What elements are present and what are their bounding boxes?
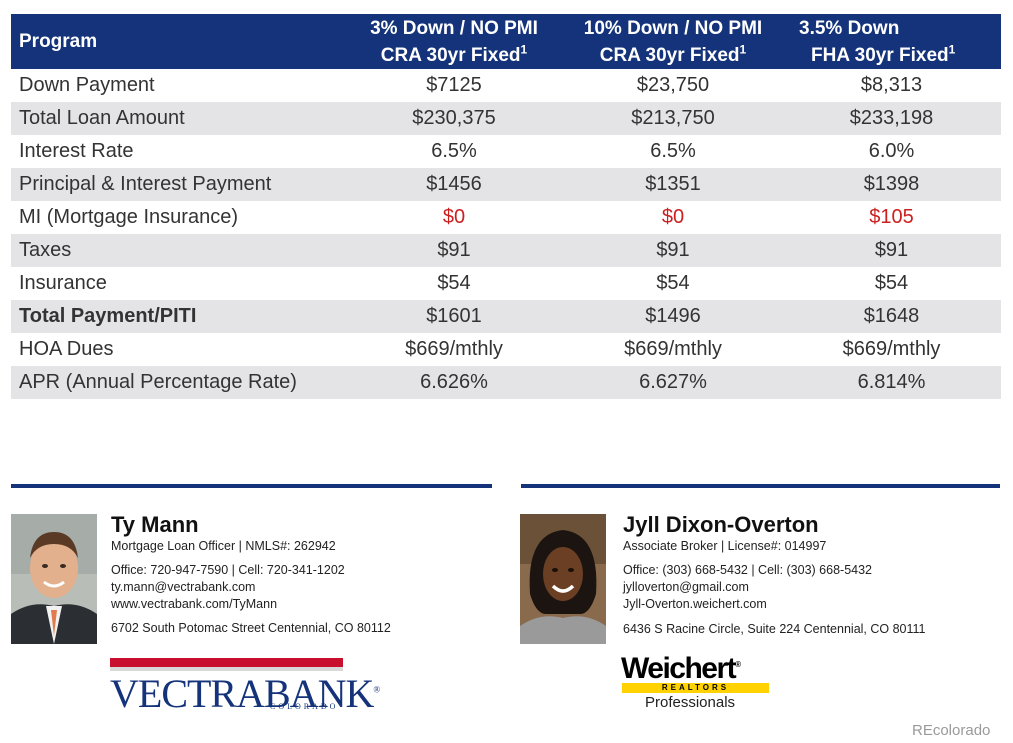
- cell-value: $0: [661, 206, 685, 228]
- weichert-logo-wordmark: Weichert®: [621, 652, 741, 685]
- cell-value: $91: [874, 239, 909, 261]
- cell-value: $91: [656, 239, 690, 261]
- table-row-apr: APR (Annual Percentage Rate) 6.626% 6.62…: [11, 366, 1001, 399]
- weichert-logo-professionals: Professionals: [645, 694, 736, 711]
- row-label: Interest Rate: [19, 140, 134, 162]
- cell-value: 6.626%: [420, 371, 488, 393]
- divider-left: [11, 484, 492, 488]
- cell-value: $1648: [863, 305, 920, 327]
- loan-officer-address: 6702 South Potomac Street Centennial, CO…: [111, 621, 391, 635]
- row-label: Total Payment/PITI: [19, 305, 197, 327]
- cell-value: $1496: [645, 305, 701, 327]
- cell-value: $669/mthly: [842, 338, 941, 360]
- table-row-mortgage-insurance: MI (Mortgage Insurance) $0 $0 $105: [11, 201, 1001, 234]
- table-row-total-loan-amount: Total Loan Amount $230,375 $213,750 $233…: [11, 102, 1001, 135]
- loan-officer-title: Mortgage Loan Officer | NMLS#: 262942: [111, 539, 336, 553]
- table-row-hoa-dues: HOA Dues $669/mthly $669/mthly $669/mthl…: [11, 333, 1001, 366]
- column-header-3pct: 3% Down / NO PMI CRA 30yr Fixed1: [370, 17, 538, 66]
- cell-value: 6.627%: [639, 371, 707, 393]
- broker-name: Jyll Dixon-Overton: [623, 512, 819, 537]
- vectra-bank-logo: VECTRABANK® COLORADO: [110, 658, 380, 716]
- weichert-logo-realtors-band: REALTORS: [622, 683, 769, 693]
- table-row-down-payment: Down Payment $7125 $23,750 $8,313: [11, 69, 1001, 102]
- row-label: Principal & Interest Payment: [19, 173, 272, 195]
- cell-value: $669/mthly: [624, 338, 722, 360]
- loan-officer-phones: Office: 720-947-7590 | Cell: 720-341-120…: [111, 563, 345, 577]
- cell-value: 6.5%: [650, 140, 696, 162]
- program-header: Program: [19, 31, 98, 52]
- broker-avatar: [520, 514, 606, 644]
- cell-value: $1398: [863, 173, 920, 195]
- cell-value: $23,750: [636, 74, 710, 96]
- cell-value: $0: [442, 206, 466, 228]
- cell-value: $233,198: [849, 107, 934, 129]
- weichert-logo: Weichert® REALTORS Professionals: [621, 652, 771, 714]
- vectra-logo-subtitle: COLORADO: [270, 702, 339, 711]
- table-row-insurance: Insurance $54 $54 $54: [11, 267, 1001, 300]
- table-header-row: Program 3% Down / NO PMI CRA 30yr Fixed1…: [11, 14, 1001, 69]
- column-header-fha: 3.5% Down FHA 30yr Fixed1: [799, 17, 956, 66]
- cell-value: $105: [869, 206, 914, 228]
- cell-value: $8,313: [860, 74, 923, 96]
- loan-officer-name: Ty Mann: [111, 512, 199, 537]
- row-label: Down Payment: [19, 74, 155, 96]
- row-label: Taxes: [19, 239, 72, 261]
- loan-comparison-table: Program 3% Down / NO PMI CRA 30yr Fixed1…: [11, 14, 1001, 399]
- table-row-interest-rate: Interest Rate 6.5% 6.5% 6.0%: [11, 135, 1001, 168]
- row-label: MI (Mortgage Insurance): [19, 206, 238, 228]
- cell-value: $54: [437, 272, 471, 294]
- divider-right: [521, 484, 1000, 488]
- cell-value: $7125: [426, 74, 482, 96]
- table-row-principal-interest: Principal & Interest Payment $1456 $1351…: [11, 168, 1001, 201]
- loan-officer-photo: [11, 514, 97, 644]
- cell-value: $230,375: [412, 107, 496, 129]
- cell-value: 6.5%: [431, 140, 477, 162]
- cell-value: $91: [437, 239, 471, 261]
- row-label: Total Loan Amount: [19, 107, 185, 129]
- cell-value: $54: [874, 272, 909, 294]
- table-row-total-payment: Total Payment/PITI $1601 $1496 $1648: [11, 300, 1001, 333]
- broker-photo: [520, 514, 606, 644]
- row-label: APR (Annual Percentage Rate): [19, 371, 297, 393]
- column-header-10pct: 10% Down / NO PMI CRA 30yr Fixed1: [583, 17, 763, 66]
- vectra-logo-grey-bar: [110, 667, 343, 671]
- vectra-logo-red-bar: [110, 658, 343, 667]
- cell-value: $1456: [426, 173, 482, 195]
- cell-value: 6.0%: [868, 140, 915, 162]
- cell-value: $1351: [645, 173, 701, 195]
- loan-officer-website[interactable]: www.vectrabank.com/TyMann: [111, 597, 278, 611]
- broker-website[interactable]: Jyll-Overton.weichert.com: [623, 597, 767, 611]
- cell-value: $54: [656, 272, 690, 294]
- cell-value: $1601: [426, 305, 482, 327]
- loan-officer-avatar: [11, 514, 97, 644]
- loan-officer-email[interactable]: ty.mann@vectrabank.com: [111, 580, 256, 594]
- broker-address: 6436 S Racine Circle, Suite 224 Centenni…: [623, 622, 926, 636]
- broker-email[interactable]: jylloverton@gmail.com: [623, 580, 749, 594]
- row-label: HOA Dues: [19, 338, 114, 360]
- cell-value: $213,750: [631, 107, 715, 129]
- recolorado-watermark: REcolorado: [912, 722, 991, 739]
- broker-phones: Office: (303) 668-5432 | Cell: (303) 668…: [623, 563, 872, 577]
- cell-value: 6.814%: [857, 371, 926, 393]
- table-row-taxes: Taxes $91 $91 $91: [11, 234, 1001, 267]
- broker-title: Associate Broker | License#: 014997: [623, 539, 827, 553]
- row-label: Insurance: [19, 272, 107, 294]
- cell-value: $669/mthly: [405, 338, 503, 360]
- vectra-logo-wordmark: VECTRABANK®: [110, 671, 380, 716]
